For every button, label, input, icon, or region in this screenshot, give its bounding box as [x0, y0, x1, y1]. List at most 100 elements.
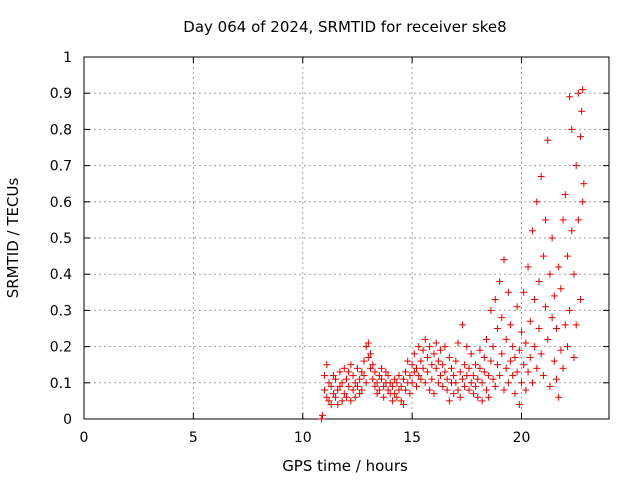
data-point [524, 263, 532, 271]
data-point [336, 368, 344, 376]
data-point [496, 277, 504, 285]
grid-lines [84, 57, 609, 419]
data-point [483, 335, 490, 343]
data-point [472, 361, 480, 369]
data-point [568, 227, 576, 235]
data-point [369, 361, 377, 369]
data-point [561, 321, 569, 329]
data-point [487, 357, 495, 365]
data-point [542, 303, 550, 311]
data-point [502, 364, 510, 372]
data-point [358, 386, 366, 394]
data-point [358, 368, 366, 376]
data-point [548, 314, 556, 322]
x-axis-label: GPS time / hours [282, 457, 408, 475]
data-point [356, 375, 364, 383]
data-point [430, 390, 438, 398]
data-point [332, 375, 340, 383]
y-tick-label: 0.2 [50, 340, 72, 356]
data-point [367, 364, 375, 372]
y-tick-label: 0 [63, 412, 72, 428]
data-point [542, 216, 550, 224]
data-point [566, 306, 574, 314]
data-point [404, 357, 412, 365]
data-point [557, 346, 565, 354]
data-point [458, 321, 466, 329]
data-point [491, 296, 499, 304]
data-point [317, 415, 325, 423]
data-point [474, 375, 482, 383]
data-point [500, 256, 508, 264]
data-point [472, 382, 480, 390]
data-point [323, 393, 331, 401]
y-tick-label: 0.6 [50, 195, 72, 211]
data-point [546, 382, 554, 390]
data-point [544, 335, 552, 343]
data-point [413, 382, 420, 390]
data-point [421, 379, 429, 387]
data-point [334, 401, 342, 409]
data-point [493, 325, 501, 332]
data-point [509, 372, 517, 380]
data-point [539, 372, 547, 380]
data-point [467, 379, 475, 387]
data-points [317, 86, 588, 423]
data-point [321, 386, 329, 394]
data-point [439, 382, 447, 390]
data-point [513, 303, 521, 311]
data-point [465, 386, 473, 394]
data-point [504, 288, 512, 296]
data-point [537, 350, 545, 358]
data-point [526, 353, 534, 361]
data-point [476, 346, 484, 354]
data-point [520, 361, 528, 369]
data-point [382, 368, 390, 376]
data-point [480, 368, 488, 376]
data-point [347, 361, 355, 369]
data-point [373, 379, 381, 387]
data-point [419, 364, 427, 372]
data-point [533, 198, 541, 206]
data-point [369, 375, 377, 383]
data-point [579, 198, 587, 206]
data-point [526, 317, 534, 325]
data-point [408, 379, 416, 387]
data-point [531, 296, 539, 304]
data-point [485, 393, 493, 401]
data-point [522, 386, 530, 394]
data-point [531, 343, 539, 351]
y-tick-label: 0.9 [50, 86, 72, 102]
data-point [426, 343, 434, 351]
data-point [574, 89, 582, 97]
data-point [336, 382, 344, 390]
data-point [518, 328, 525, 336]
data-point [321, 372, 329, 380]
data-point [371, 368, 379, 376]
data-point [513, 368, 521, 376]
data-point [461, 382, 469, 390]
data-point [423, 353, 431, 361]
y-tick-label: 0.3 [50, 303, 72, 319]
data-point [563, 252, 571, 260]
data-point [572, 321, 580, 329]
data-point [474, 393, 482, 401]
data-point [395, 372, 403, 380]
data-point [507, 357, 515, 365]
data-point [528, 227, 536, 235]
data-point [325, 397, 333, 405]
data-point [476, 364, 484, 372]
data-point [351, 393, 359, 401]
data-point [566, 93, 574, 101]
data-point [555, 393, 563, 401]
data-point [380, 382, 388, 390]
data-point [553, 325, 560, 332]
data-point [362, 343, 370, 351]
data-point [364, 353, 372, 361]
data-point [410, 350, 418, 358]
data-point [577, 133, 585, 141]
data-point [340, 364, 348, 372]
x-tick-label: 0 [80, 430, 89, 446]
data-point [428, 375, 436, 383]
data-point [419, 346, 427, 354]
